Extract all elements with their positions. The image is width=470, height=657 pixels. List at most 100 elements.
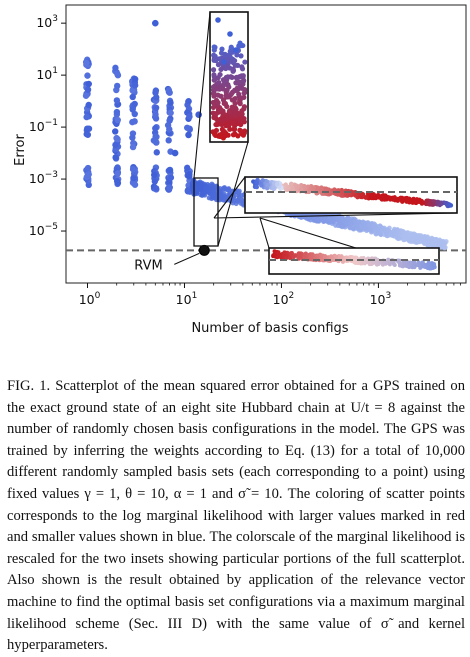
inset-point <box>435 199 441 205</box>
scatter-point <box>82 92 90 99</box>
scatter-point <box>184 187 192 194</box>
inset-point <box>380 195 386 201</box>
inset-point <box>418 265 423 270</box>
figure-caption: FIG. 1. Scatterplot of the mean squared … <box>7 378 465 654</box>
inset-point <box>227 126 233 132</box>
inset-point <box>227 58 233 64</box>
insets-layer <box>193 11 458 275</box>
scatter-point <box>84 131 92 138</box>
inset-point <box>233 80 239 86</box>
scatter-point <box>198 185 204 191</box>
inset-point <box>232 110 238 116</box>
inset-point <box>210 67 217 73</box>
scatter-point <box>152 125 159 132</box>
inset-point <box>416 260 421 265</box>
scatter-point <box>85 80 92 88</box>
inset-point <box>276 252 281 257</box>
scatter-point <box>112 154 119 161</box>
scatter-point <box>211 192 217 197</box>
inset-point <box>238 128 244 134</box>
inset-point <box>230 120 236 126</box>
inset-point <box>223 92 229 98</box>
scatter-point <box>113 108 121 116</box>
inset-point <box>238 53 244 59</box>
inset-point <box>374 261 379 266</box>
scatter-point <box>151 178 159 185</box>
inset-point <box>241 104 248 110</box>
scatter-point <box>112 128 119 135</box>
scatter-point <box>335 223 341 229</box>
middle-inset-connector <box>213 176 246 219</box>
scatter-point <box>131 82 139 89</box>
inset-point <box>340 189 345 195</box>
scatter-point <box>166 166 174 174</box>
scatter-point <box>165 137 172 144</box>
rvm-arrow <box>174 252 200 265</box>
inset-point <box>215 17 221 23</box>
inset-point <box>424 198 429 204</box>
inset-point <box>220 116 226 123</box>
inset-point <box>275 181 280 186</box>
tick-label: 102 <box>273 291 295 307</box>
scatter-point <box>83 113 90 121</box>
tick-label: 101 <box>36 66 58 82</box>
inset-point <box>222 100 228 106</box>
inset-point <box>237 40 243 46</box>
inset-point <box>412 260 417 265</box>
scatter-point <box>114 170 122 177</box>
tick-label: 101 <box>176 291 198 307</box>
inset-point <box>402 262 407 267</box>
scatter-point <box>441 241 447 247</box>
inset-point <box>397 258 402 263</box>
scatter-point <box>85 125 93 132</box>
inset-point <box>232 100 238 106</box>
scatter-point <box>167 109 174 117</box>
scatter-point <box>222 185 227 190</box>
scatter-point <box>152 111 159 118</box>
scatter-point <box>329 217 334 223</box>
inset-point <box>428 201 433 206</box>
middle-inset-connector <box>213 212 458 219</box>
scatter-point <box>150 171 158 179</box>
scatter-point <box>129 87 136 94</box>
inset-point <box>412 197 418 203</box>
axes-layer: 100 101 102 103 10−5 10−3 10−1 101 103 <box>29 14 461 307</box>
inset-point <box>236 91 242 97</box>
top-inset-connector <box>193 11 211 179</box>
inset-point <box>271 181 277 186</box>
inset-point <box>408 260 413 265</box>
scatter-point <box>399 228 404 234</box>
scatter-point <box>129 143 137 151</box>
inset-point <box>284 255 289 260</box>
scatter-point <box>166 184 173 191</box>
inset-point <box>216 56 222 62</box>
scatter-point <box>209 181 215 187</box>
scatter-point <box>129 134 136 141</box>
scatter-point <box>325 219 330 224</box>
inset-point <box>233 74 239 81</box>
inset-point <box>233 47 239 53</box>
scatter-point <box>312 214 318 219</box>
inset-point <box>286 186 291 191</box>
inset-point <box>215 92 221 98</box>
scatter-point <box>206 195 212 201</box>
inset-point <box>216 79 222 86</box>
inset-point <box>360 193 366 199</box>
inset-point <box>211 93 217 99</box>
inset-point <box>302 184 307 189</box>
rvm-point <box>198 244 210 256</box>
inset-point <box>230 68 237 74</box>
scatter-point <box>382 232 387 238</box>
inset-point <box>420 260 425 265</box>
scatter-point <box>113 97 121 104</box>
scatter-point <box>434 241 440 247</box>
inset-point <box>291 255 296 260</box>
inset-point <box>402 197 408 202</box>
inset-point <box>332 187 337 192</box>
inset-point <box>289 251 294 256</box>
inset-point <box>265 183 270 188</box>
scatter-point <box>167 174 175 181</box>
inset-point <box>211 72 217 78</box>
scatter-point <box>151 19 159 27</box>
inset-point <box>329 254 334 259</box>
